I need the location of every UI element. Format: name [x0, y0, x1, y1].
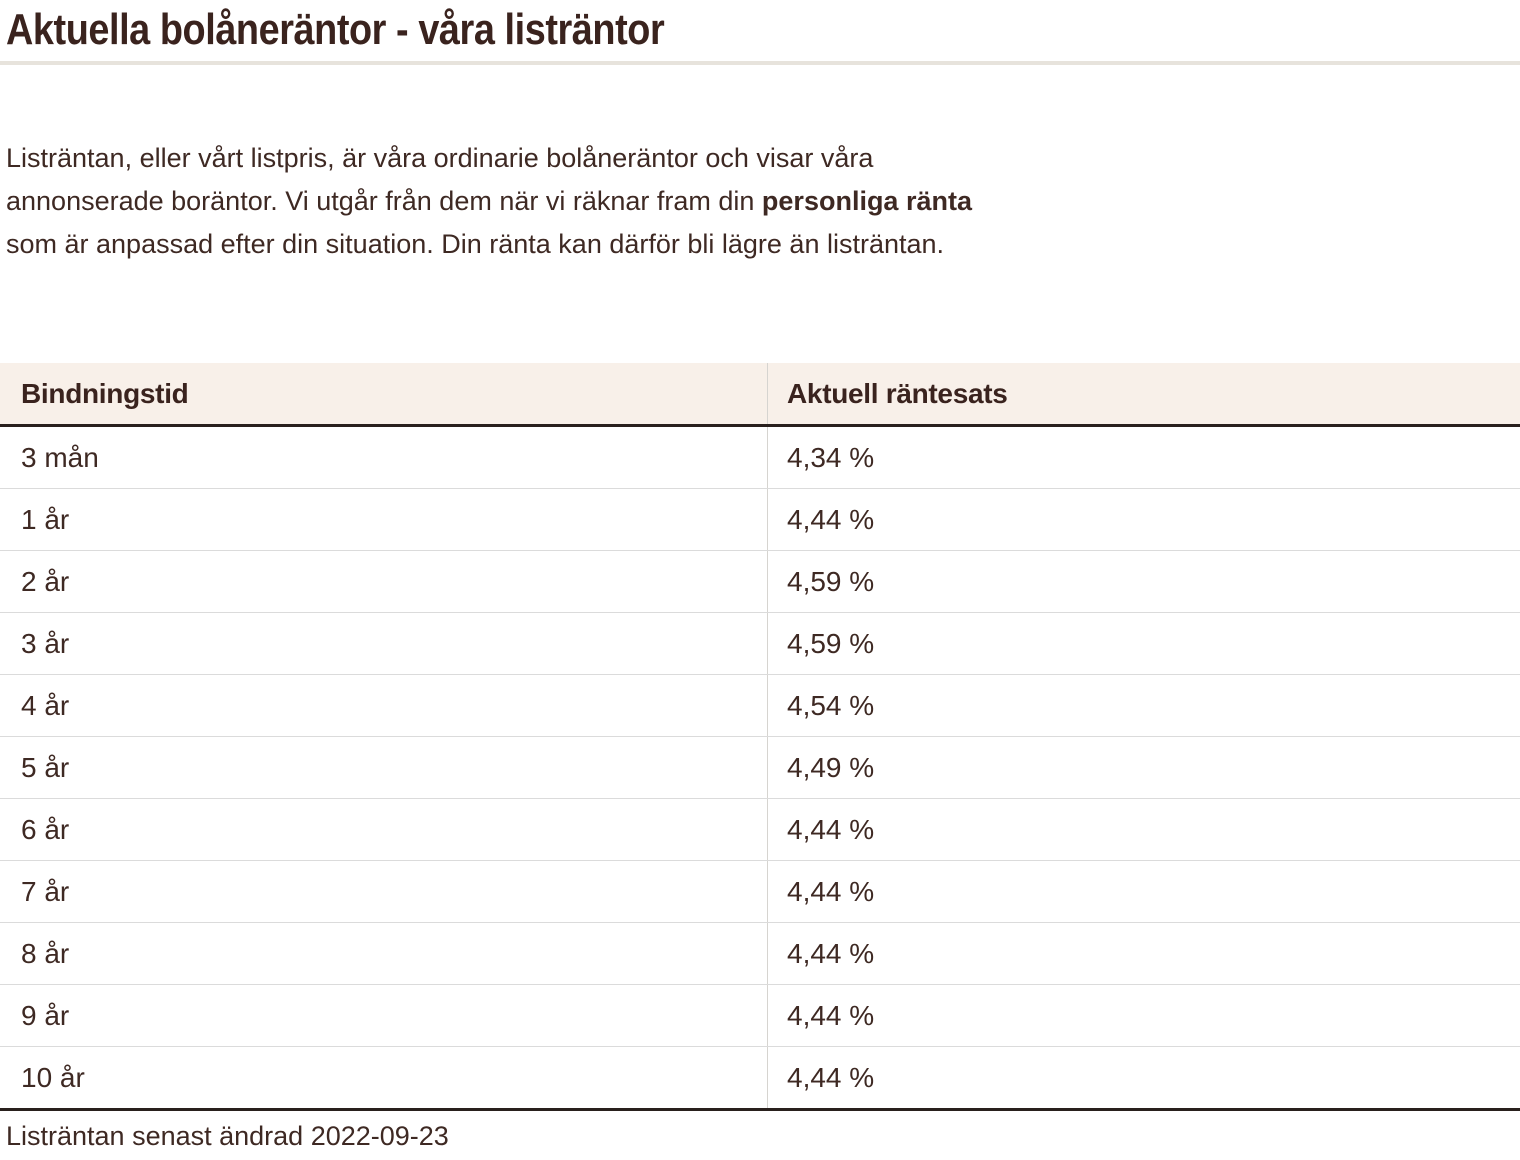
rate-cell: 4,59 %	[787, 627, 875, 659]
term-cell: 3 år	[0, 613, 768, 674]
term-cell: 7 år	[0, 861, 768, 922]
rate-cell: 4,34 %	[787, 441, 875, 473]
rate-cell: 4,44 %	[787, 503, 875, 535]
table-row: 6 år 4,44 %	[0, 798, 1520, 860]
table-row: 1 år 4,44 %	[0, 488, 1520, 550]
term-cell: 2 år	[0, 551, 768, 612]
page-title: Aktuella bolåneräntor - våra listräntor	[6, 5, 665, 54]
table-row: 8 år 4,44 %	[0, 922, 1520, 984]
intro-line-2-text: annonserade boräntor. Vi utgår från dem …	[6, 186, 762, 216]
term-cell: 8 år	[0, 923, 768, 984]
table-row: 3 mån 4,34 %	[0, 427, 1520, 488]
column-header-aktuell-rantesats: Aktuell räntesats	[787, 377, 1008, 409]
rate-cell: 4,49 %	[787, 751, 875, 783]
rate-cell: 4,59 %	[787, 565, 875, 597]
rate-cell: 4,54 %	[787, 689, 875, 721]
intro-line-2: annonserade boräntor. Vi utgår från dem …	[6, 180, 1520, 223]
term-cell: 3 mån	[0, 427, 768, 488]
intro-line-3: som är anpassad efter din situation. Din…	[6, 229, 945, 259]
table-row: 3 år 4,59 %	[0, 612, 1520, 674]
term-cell: 6 år	[0, 799, 768, 860]
intro-paragraph: Listräntan, eller vårt listpris, är våra…	[6, 137, 1520, 266]
title-divider	[0, 61, 1520, 65]
term-cell: 4 år	[0, 675, 768, 736]
table-footnote: Listräntan senast ändrad 2022-09-23	[6, 1121, 449, 1151]
table-row: 10 år 4,44 %	[0, 1046, 1520, 1108]
term-cell: 10 år	[0, 1047, 768, 1108]
rate-cell: 4,44 %	[787, 813, 875, 845]
intro-line-1: Listräntan, eller vårt listpris, är våra…	[6, 143, 874, 173]
column-header-bindningstid: Bindningstid	[0, 363, 768, 424]
rates-table: Bindningstid Aktuell räntesats 3 mån 4,3…	[0, 363, 1520, 1111]
rate-cell: 4,44 %	[787, 875, 875, 907]
table-row: 2 år 4,59 %	[0, 550, 1520, 612]
table-row: 7 år 4,44 %	[0, 860, 1520, 922]
table-header-row: Bindningstid Aktuell räntesats	[0, 363, 1520, 427]
rate-cell: 4,44 %	[787, 1061, 875, 1093]
rate-cell: 4,44 %	[787, 999, 875, 1031]
intro-line-2-bold: personliga ränta	[761, 186, 972, 216]
table-row: 5 år 4,49 %	[0, 736, 1520, 798]
table-row: 4 år 4,54 %	[0, 674, 1520, 736]
term-cell: 5 år	[0, 737, 768, 798]
table-row: 9 år 4,44 %	[0, 984, 1520, 1046]
term-cell: 9 år	[0, 985, 768, 1046]
rate-cell: 4,44 %	[787, 937, 875, 969]
term-cell: 1 år	[0, 489, 768, 550]
